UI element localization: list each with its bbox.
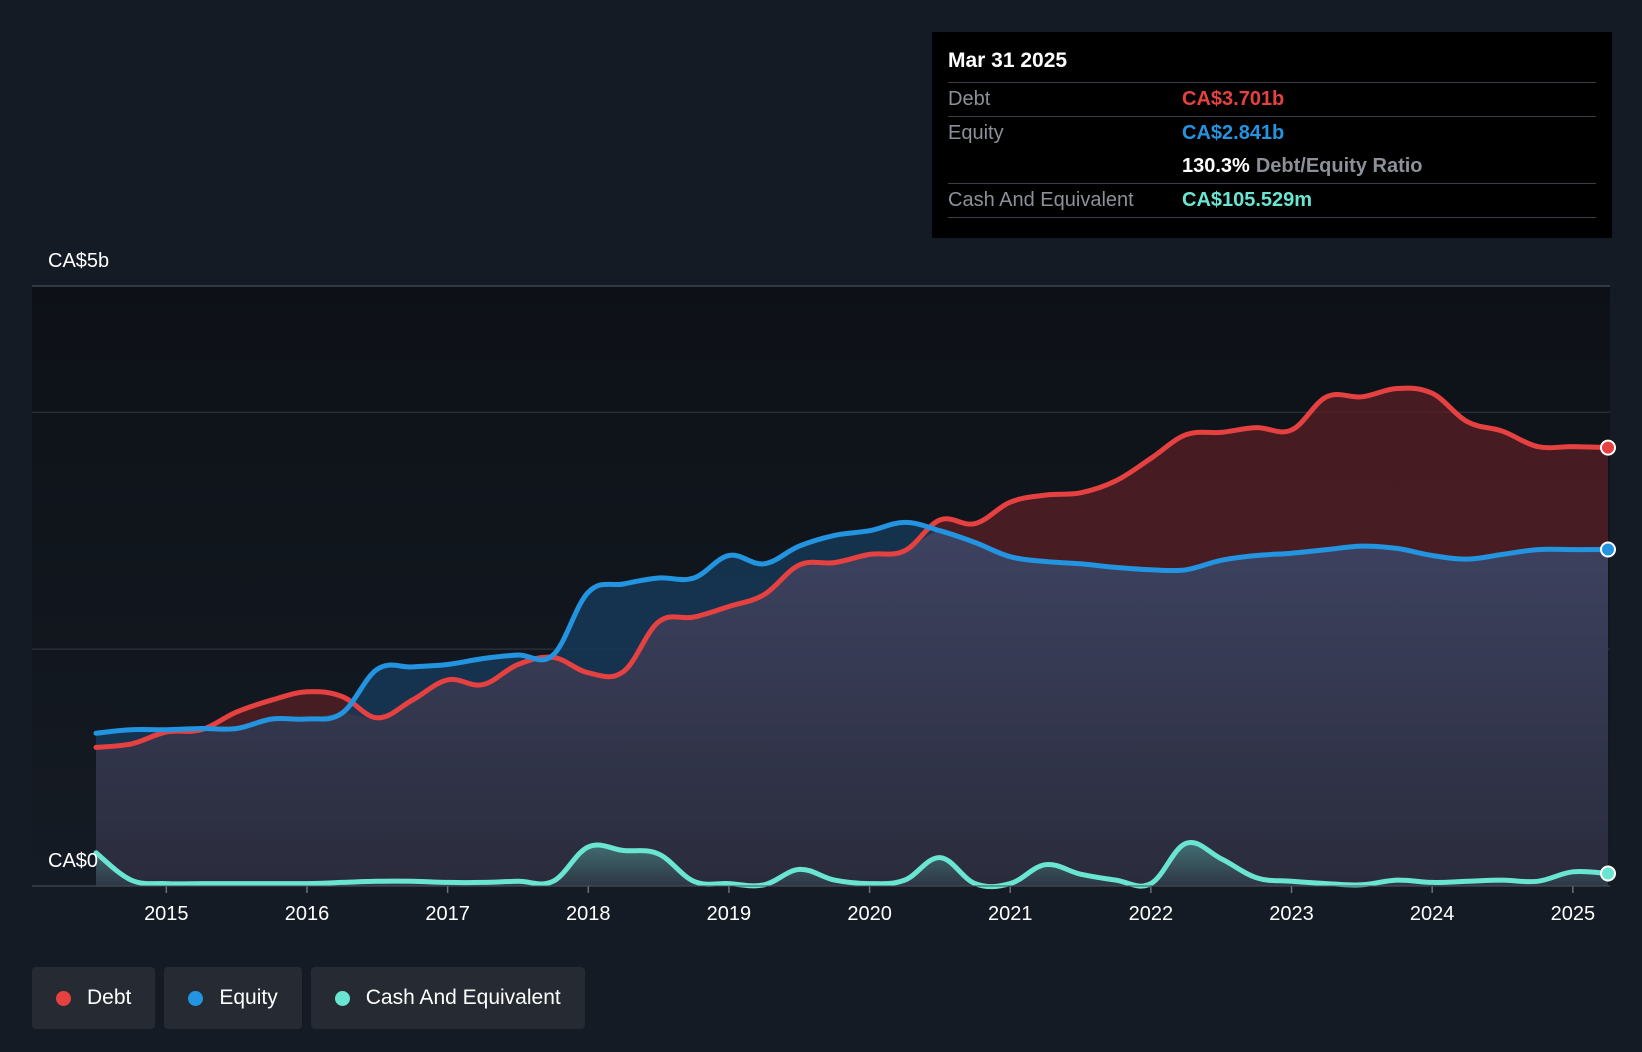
x-tick-label: 2015 [144,903,189,925]
cash-line [93,840,1611,890]
tooltip-cash-value: CA$105.529m [1182,189,1313,211]
cash-area [96,842,1608,887]
equity-dot-icon [188,990,204,1006]
tooltip-ratio-label: Debt/Equity Ratio [1255,155,1423,177]
tooltip-ratio-row: 130.3% Debt/Equity Ratio [948,150,1596,183]
legend-item-equity[interactable]: Equity [164,967,302,1029]
legend-debt-label: Debt [87,986,132,1009]
tooltip-debt-value: CA$3.701b [1182,88,1285,110]
tooltip-ratio-value: 130.3% [1182,155,1250,177]
tooltip-cash-row: Cash And Equivalent CA$105.529m [948,183,1596,218]
data-tooltip: Mar 31 2025 Debt CA$3.701b Equity CA$2.8… [932,32,1612,238]
debt-dot-icon [56,990,71,1006]
chart-legend: Debt Equity Cash And Equivalent [32,967,585,1029]
x-tick-label: 2024 [1410,903,1455,925]
debt-line [93,385,1611,750]
tooltip-debt-label: Debt [948,88,991,110]
x-tick-label: 2023 [1269,903,1314,925]
legend-equity-label: Equity [219,986,278,1009]
cash-dot-icon [334,990,350,1006]
tooltip-equity-label: Equity [948,122,1004,144]
y-axis-bottom-label: CA$0 [48,850,99,872]
tooltip-date: Mar 31 2025 [948,49,1068,72]
tooltip-debt-row: Debt CA$3.701b [948,82,1596,116]
x-tick-label: 2016 [285,903,330,925]
tooltip-cash-label: Cash And Equivalent [948,189,1134,211]
x-tick-label: 2018 [566,903,611,925]
legend-cash-label: Cash And Equivalent [365,986,561,1009]
equity-line [93,519,1611,736]
tooltip-equity-value: CA$2.841b [1182,122,1285,144]
legend-item-debt[interactable]: Debt [32,967,156,1029]
y-axis-top-label: CA$5b [48,250,110,272]
x-tick-label: 2021 [988,903,1033,925]
base-area [96,530,1608,886]
x-tick-label: 2025 [1551,903,1596,925]
debt-end-marker [1600,439,1616,456]
x-tick-label: 2017 [425,903,470,925]
tooltip-equity-row: Equity CA$2.841b [948,116,1596,150]
cash-end-marker [1600,865,1616,882]
x-tick-label: 2020 [847,903,892,925]
equity-end-marker [1600,541,1616,558]
legend-item-cash[interactable]: Cash And Equivalent [310,967,585,1029]
x-axis-ticks: 2015 2016 2017 2018 2019 2020 2021 2022 2023 2024… [144,886,1595,925]
x-tick-label: 2022 [1129,903,1174,925]
x-tick-label: 2019 [707,903,752,925]
